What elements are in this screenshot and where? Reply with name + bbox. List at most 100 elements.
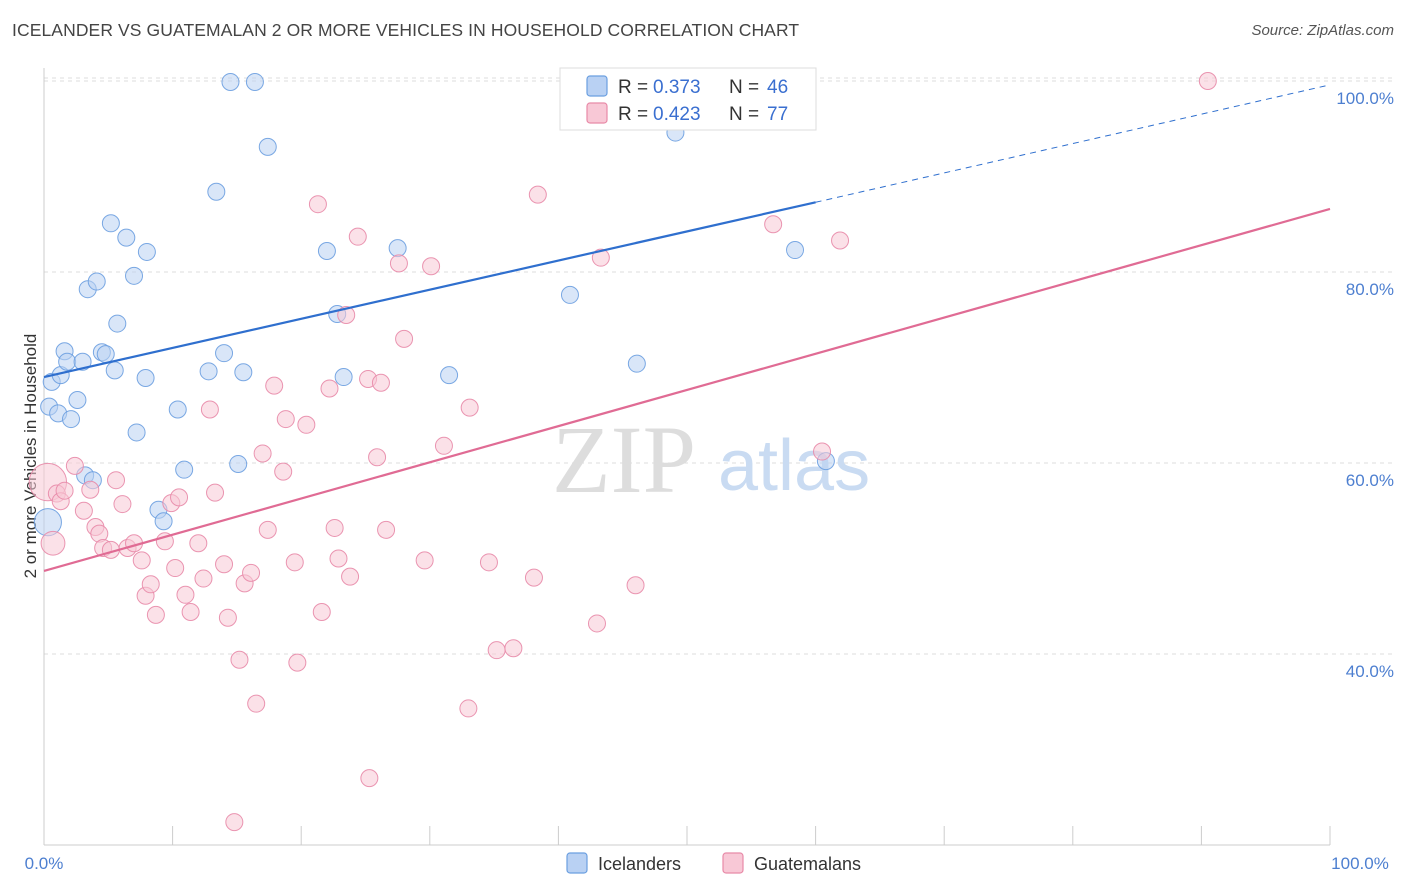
- guatemalan-point-63: [434, 436, 453, 455]
- icelander-point-34: [234, 363, 253, 382]
- guatemalan-point-77: [1198, 72, 1217, 90]
- guatemalan-point-38: [253, 444, 272, 463]
- icelander-point-24: [137, 242, 156, 261]
- legend-n-label-2: N =: [729, 104, 759, 125]
- guatemalan-point-37: [247, 694, 266, 713]
- series-legend: Icelanders Guatemalans: [566, 852, 861, 874]
- legend-r-label-1: R =: [618, 77, 648, 98]
- guatemalan-point-58: [377, 520, 396, 539]
- icelander-point-18: [105, 361, 124, 380]
- y-tick-label-80: 80.0%: [1346, 280, 1394, 299]
- guatemalan-point-66: [479, 553, 498, 572]
- x-axis-ticks: [43, 826, 1331, 845]
- legend-n-label-1: N =: [729, 77, 759, 98]
- icelander-point-29: [199, 362, 218, 381]
- icelander-point-35: [245, 72, 264, 91]
- guatemalan-point-47: [312, 602, 331, 621]
- x-tick-label-min: 0.0%: [25, 854, 64, 873]
- guatemalan-point-50: [329, 549, 348, 568]
- guatemalan-point-48: [320, 379, 339, 398]
- icelander-point-7: [58, 352, 77, 371]
- source-label: Source: ZipAtlas.com: [1251, 22, 1394, 39]
- guatemalan-point-17: [132, 551, 151, 570]
- guatemalan-point-49: [325, 518, 344, 537]
- guatemalan-point-34: [230, 650, 249, 669]
- guatemalan-point-32: [218, 608, 237, 627]
- y-tick-label-60: 60.0%: [1346, 471, 1394, 490]
- icelander-point-21: [125, 266, 144, 285]
- icelander-point-39: [334, 368, 353, 387]
- guatemalan-point-42: [276, 410, 295, 429]
- guatemalan-point-39: [258, 520, 277, 539]
- icelander-point-20: [117, 228, 136, 247]
- guatemalan-point-73: [626, 576, 645, 595]
- bottom-legend-icelanders: Icelanders: [598, 854, 681, 874]
- guatemalan-point-57: [371, 373, 390, 392]
- guatemalans-points: [28, 72, 1217, 832]
- guatemalans-trend-line: [43, 207, 1331, 572]
- bottom-legend-guatemalans: Guatemalans: [754, 854, 861, 874]
- bottom-legend-swatch-guatemalans: [722, 852, 744, 874]
- guatemalan-point-20: [146, 605, 165, 624]
- legend-r-label-2: R =: [618, 104, 648, 125]
- guatemalan-point-29: [200, 400, 219, 419]
- icelander-point-31: [215, 344, 234, 363]
- guatemalan-point-6: [65, 456, 84, 475]
- guatemalan-point-41: [274, 462, 293, 481]
- y-tick-label-40: 40.0%: [1346, 662, 1394, 681]
- guatemalan-point-14: [113, 495, 132, 514]
- guatemalan-point-26: [181, 602, 200, 621]
- guatemalan-point-72: [591, 248, 610, 267]
- guatemalan-point-2: [40, 530, 66, 556]
- guatemalan-point-36: [242, 563, 261, 582]
- icelander-point-10: [73, 352, 92, 371]
- guatemalan-point-33: [225, 813, 244, 832]
- guatemalan-point-7: [74, 501, 93, 520]
- guatemalan-point-61: [415, 551, 434, 570]
- guatemalan-point-74: [764, 215, 783, 234]
- legend-swatch-guatemalans: [586, 102, 608, 124]
- guatemalan-point-60: [395, 329, 414, 348]
- guatemalan-point-76: [831, 231, 850, 250]
- guatemalan-point-40: [265, 376, 284, 395]
- guatemalan-point-30: [206, 483, 225, 502]
- guatemalan-point-68: [504, 639, 523, 658]
- legend-n-value-2: 77: [767, 104, 788, 125]
- guatemalan-point-59: [389, 254, 408, 273]
- legend-r-value-1: 0.373: [653, 77, 701, 98]
- icelanders-trend-extension: [815, 84, 1331, 203]
- guatemalan-point-45: [297, 415, 316, 434]
- guatemalan-point-28: [194, 569, 213, 588]
- guatemalan-point-51: [337, 305, 356, 324]
- icelander-point-8: [62, 410, 81, 429]
- guatemalan-point-27: [189, 534, 208, 553]
- icelander-point-16: [96, 345, 115, 364]
- y-tick-label-100: 100.0%: [1336, 89, 1394, 108]
- guatemalan-point-53: [348, 227, 367, 246]
- y-axis-title: 2 or more Vehicles in Household: [21, 334, 40, 579]
- guatemalan-point-46: [308, 195, 327, 214]
- watermark-zip: ZIP: [552, 406, 696, 513]
- icelanders-trend-line: [43, 201, 816, 379]
- guatemalan-point-13: [107, 471, 126, 490]
- guatemalan-point-56: [368, 448, 387, 467]
- icelander-point-36: [258, 137, 277, 156]
- guatemalan-point-8: [81, 480, 100, 499]
- guatemalan-point-71: [587, 614, 606, 633]
- guatemalan-point-65: [460, 398, 479, 417]
- icelander-point-14: [87, 272, 106, 291]
- guatemalan-point-75: [813, 442, 832, 461]
- guatemalan-point-43: [285, 553, 304, 572]
- icelander-point-32: [221, 72, 240, 91]
- guatemalan-point-55: [360, 769, 379, 788]
- guatemalan-point-31: [215, 555, 234, 574]
- guatemalan-point-52: [341, 567, 360, 586]
- legend-n-value-1: 46: [767, 77, 788, 98]
- guatemalan-point-23: [166, 559, 185, 578]
- icelander-point-42: [560, 285, 579, 304]
- icelander-point-40: [388, 239, 407, 258]
- guatemalan-point-5: [55, 481, 74, 500]
- chart-title: ICELANDER VS GUATEMALAN 2 OR MORE VEHICL…: [12, 20, 800, 40]
- guatemalan-point-67: [487, 641, 506, 660]
